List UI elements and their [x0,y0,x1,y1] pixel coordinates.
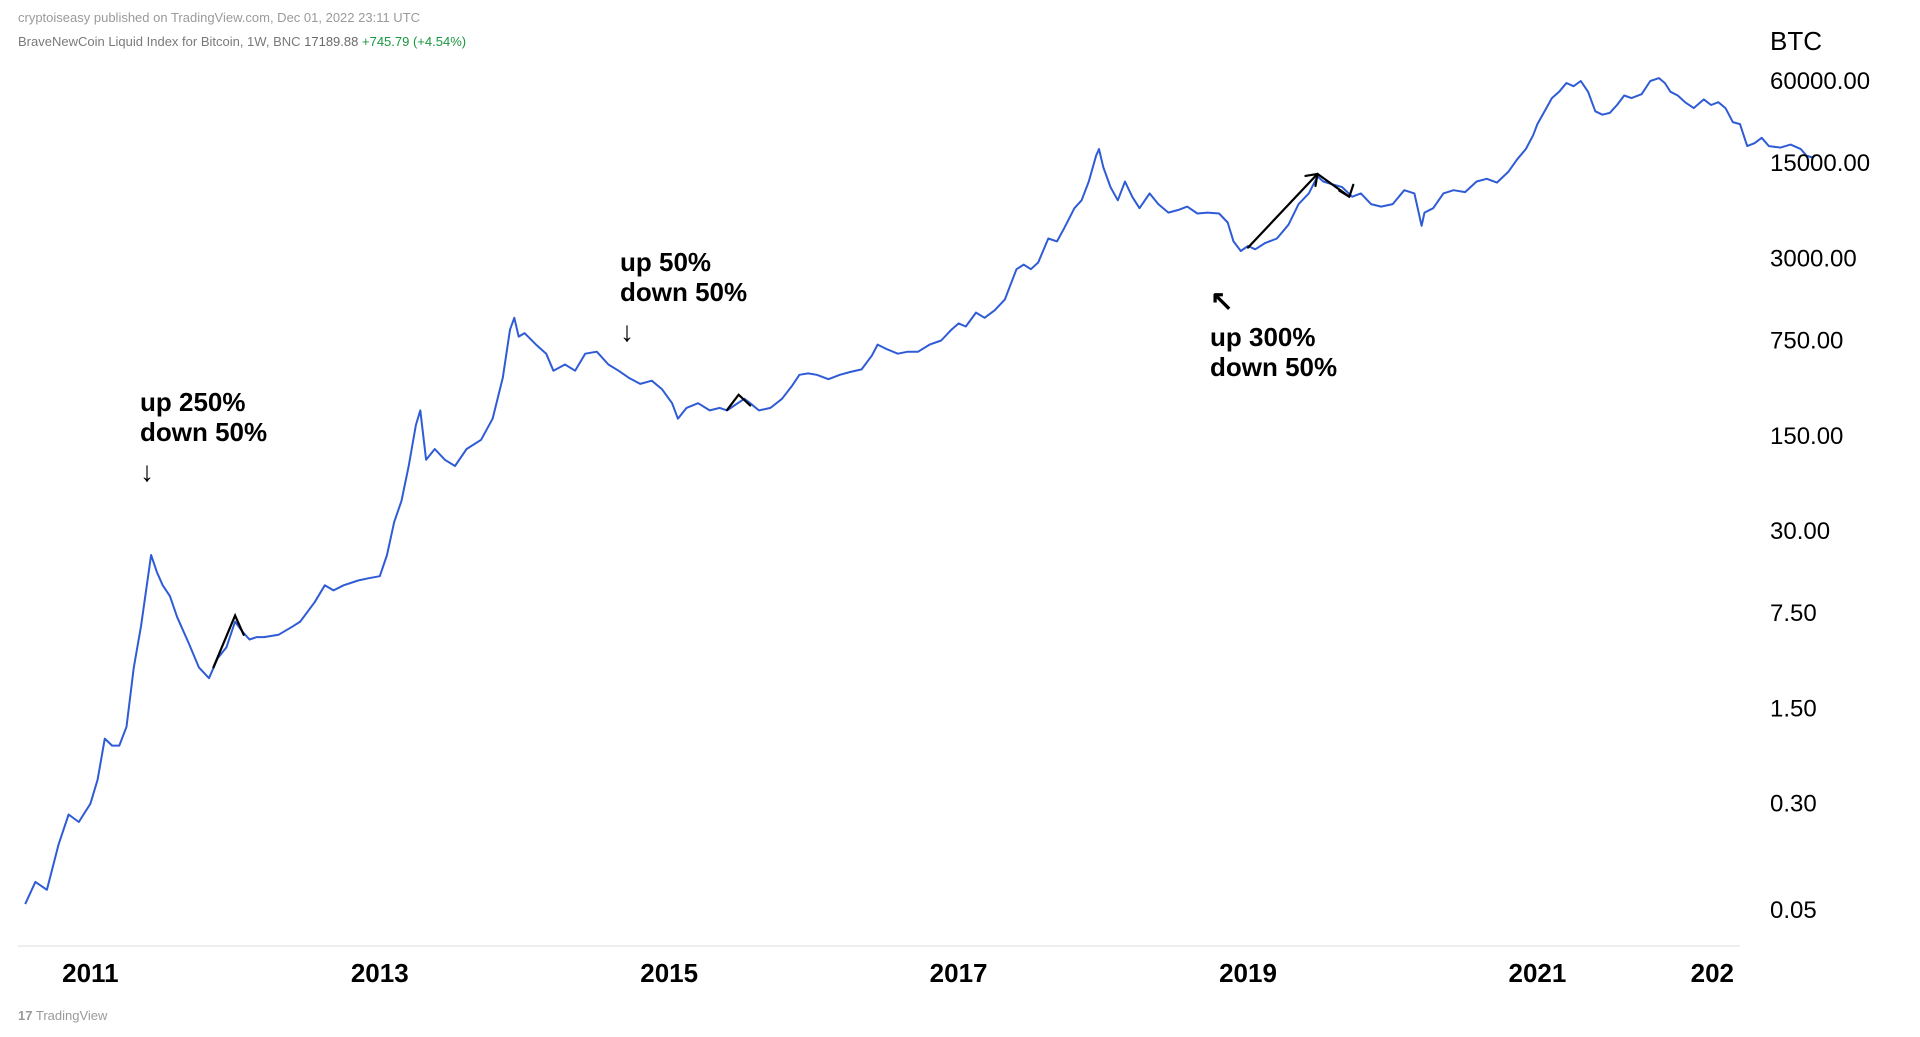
chart-svg: 2011 2013 2015 2017 2019 2021 202 0.05 0.30 1.50 7… [0,0,1920,1037]
y-tick-label: 30.00 [1770,518,1830,545]
x-tick-label: 2015 [640,958,698,988]
y-tick-label: 7.50 [1770,600,1817,627]
annotation-2012-line1: up 250% [140,387,246,417]
tradingview-logo-icon: 17 [18,1008,32,1023]
x-tick-label: 2017 [930,958,988,988]
annotation-2019-line1: up 300% [1210,322,1316,352]
overlay-segment-2 [1248,174,1318,248]
y-tick-label: 3000.00 [1770,245,1857,272]
footer-line: 17 TradingView [18,1008,107,1023]
x-tick-label: 2019 [1219,958,1277,988]
annotation-2015: up 50% down 50% ↓ [620,248,747,348]
annotation-2012: up 250% down 50% ↓ [140,388,267,488]
y-tick-label: 1.50 [1770,695,1817,722]
y-tick-label: 60000.00 [1770,68,1870,95]
annotation-2012-line2: down 50% [140,417,267,447]
price-line [25,78,1815,904]
arrow-down-icon: ↓ [620,316,747,348]
x-tick-label: 2011 [62,958,118,988]
x-tick-label: 2021 [1508,958,1566,988]
footer-brand: TradingView [36,1008,108,1023]
y-tick-label: 0.05 [1770,897,1817,924]
annotation-2019-line2: down 50% [1210,352,1337,382]
annotation-2015-line1: up 50% [620,247,711,277]
y-tick-label: 0.30 [1770,791,1817,818]
x-tick-label: 2013 [351,958,409,988]
arrow-down-icon: ↓ [140,456,267,488]
x-tick-label-clipped: 202 [1691,958,1734,988]
y-tick-label: 15000.00 [1770,150,1870,177]
annotation-2015-line2: down 50% [620,277,747,307]
y-axis-title: BTC [1770,26,1822,56]
arrow-upleft-icon: ↖ [1210,285,1337,317]
y-tick-label: 750.00 [1770,327,1843,354]
y-tick-label: 150.00 [1770,423,1843,450]
annotation-2019: ↖ up 300% down 50% [1210,285,1337,383]
chart-container: cryptoiseasy published on TradingView.co… [0,0,1920,1037]
